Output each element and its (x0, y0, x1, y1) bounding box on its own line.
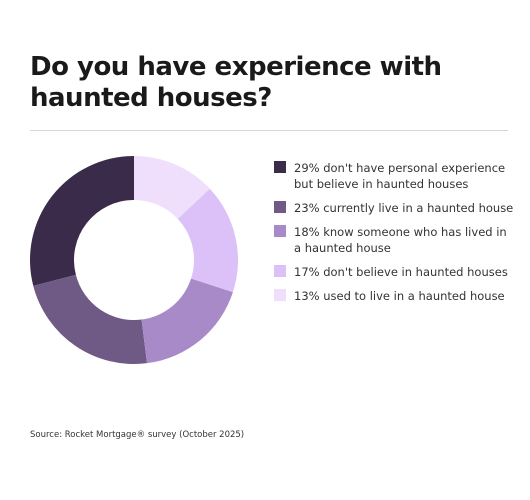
legend-label: currently live in a haunted house (323, 201, 514, 215)
legend-label: know someone who has lived in a haunted … (294, 225, 507, 255)
divider (30, 130, 508, 131)
legend-swatch (274, 225, 286, 237)
legend-value: 17% (294, 265, 320, 279)
legend-item: 29% don't have personal experience but b… (274, 160, 514, 192)
chart-title: Do you have experience with haunted hous… (30, 52, 442, 113)
legend-item: 23% currently live in a haunted house (274, 200, 514, 216)
legend: 29% don't have personal experience but b… (274, 160, 514, 312)
legend-value: 23% (294, 201, 320, 215)
legend-value: 13% (294, 289, 320, 303)
legend-label: don't believe in haunted houses (323, 265, 508, 279)
legend-swatch (274, 201, 286, 213)
legend-value: 18% (294, 225, 320, 239)
legend-item: 18% know someone who has lived in a haun… (274, 224, 514, 256)
legend-value: 29% (294, 161, 320, 175)
legend-text: 23% currently live in a haunted house (294, 200, 513, 216)
legend-swatch (274, 289, 286, 301)
donut-segment (30, 156, 134, 286)
legend-text: 18% know someone who has lived in a haun… (294, 224, 514, 256)
legend-text: 13% used to live in a haunted house (294, 288, 505, 304)
legend-swatch (274, 265, 286, 277)
donut-segment (33, 274, 148, 364)
donut-segment (141, 278, 233, 364)
legend-item: 13% used to live in a haunted house (274, 288, 514, 304)
legend-label: used to live in a haunted house (323, 289, 505, 303)
donut-segment (177, 188, 238, 293)
legend-item: 17% don't believe in haunted houses (274, 264, 514, 280)
legend-swatch (274, 161, 286, 173)
legend-text: 29% don't have personal experience but b… (294, 160, 514, 192)
legend-label: don't have personal experience but belie… (294, 161, 506, 191)
donut-chart (30, 156, 238, 364)
source-note: Source: Rocket Mortgage® survey (October… (30, 430, 245, 440)
legend-text: 17% don't believe in haunted houses (294, 264, 508, 280)
donut-segment (134, 156, 210, 219)
